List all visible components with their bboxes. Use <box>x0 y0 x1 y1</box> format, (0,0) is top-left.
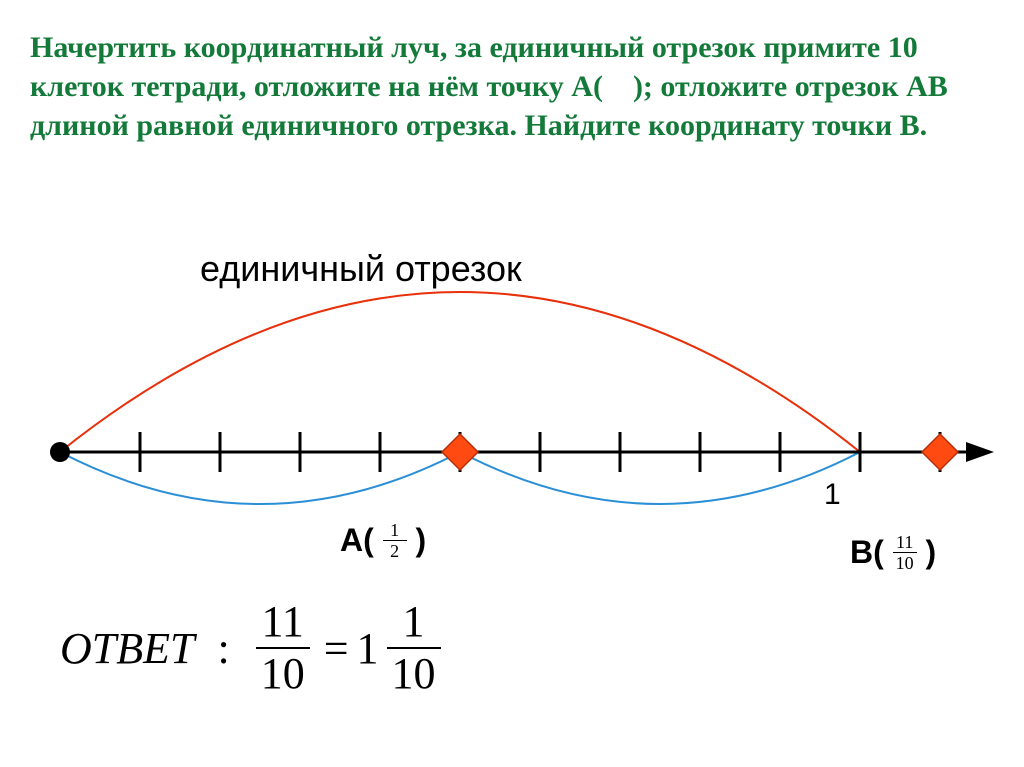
arc-red <box>60 292 860 452</box>
answer-frac1-den: 10 <box>261 652 305 696</box>
axis-arrowhead <box>966 442 994 462</box>
answer-frac2-num: 1 <box>403 600 425 644</box>
equals-sign: = <box>324 623 349 674</box>
answer-colon: : <box>217 624 229 673</box>
answer-frac2-den: 10 <box>392 652 436 696</box>
point-a-close: ) <box>416 522 427 558</box>
point-a-open: А( <box>340 522 374 558</box>
point-b-num: 11 <box>893 533 917 551</box>
arc-blue-2 <box>460 452 860 504</box>
arc-blue-1 <box>60 452 460 504</box>
origin-point <box>50 442 70 462</box>
point-a-label: А( 1 2 ) <box>340 522 426 562</box>
point-a-fraction: 1 2 <box>383 521 407 561</box>
number-line-diagram <box>20 280 1010 540</box>
tick-label-one: 1 <box>824 478 841 512</box>
point-b-fraction: 11 10 <box>893 533 917 573</box>
answer-word-text: ОТВЕТ <box>60 624 194 673</box>
answer-frac1-num: 11 <box>262 600 304 644</box>
answer-line: ОТВЕТ : 11 10 = 1 1 10 <box>60 600 447 696</box>
point-b-den: 10 <box>893 554 917 572</box>
task-text: Начертить координатный луч, за единичный… <box>30 28 990 145</box>
answer-frac-2: 1 10 <box>387 600 441 696</box>
point-b-label: В( 11 10 ) <box>850 534 936 574</box>
point-a-den: 2 <box>383 542 407 560</box>
answer-frac-1: 11 10 <box>256 600 310 696</box>
point-a-num: 1 <box>383 521 407 539</box>
point-b-close: ) <box>926 534 937 570</box>
point-b-open: В( <box>850 534 884 570</box>
answer-word: ОТВЕТ : <box>60 623 230 674</box>
answer-mixed-int: 1 <box>357 623 379 674</box>
